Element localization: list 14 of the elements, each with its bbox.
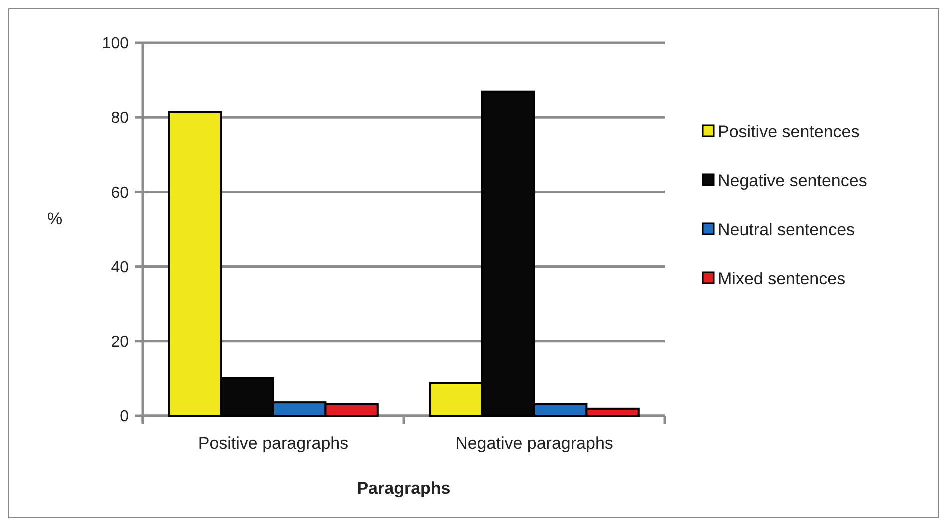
x-tick-label: Negative paragraphs [456,434,614,453]
y-tick-label: 40 [111,259,130,276]
y-tick-label: 0 [120,408,130,426]
legend-label: Mixed sentences [718,269,846,288]
x-tick-label: Positive paragraphs [198,434,349,453]
legend-label: Positive sentences [718,122,860,142]
y-tick-label: 100 [102,36,130,53]
legend-label: Negative sentences [718,171,868,190]
legend-label: Neutral sentences [718,220,856,240]
y-axis-title: % [47,210,63,228]
y-tick-label: 20 [111,334,130,351]
x-axis-title: Paragraphs [357,479,451,498]
y-tick-label: 60 [111,184,130,202]
y-tick-label: 80 [111,110,130,128]
